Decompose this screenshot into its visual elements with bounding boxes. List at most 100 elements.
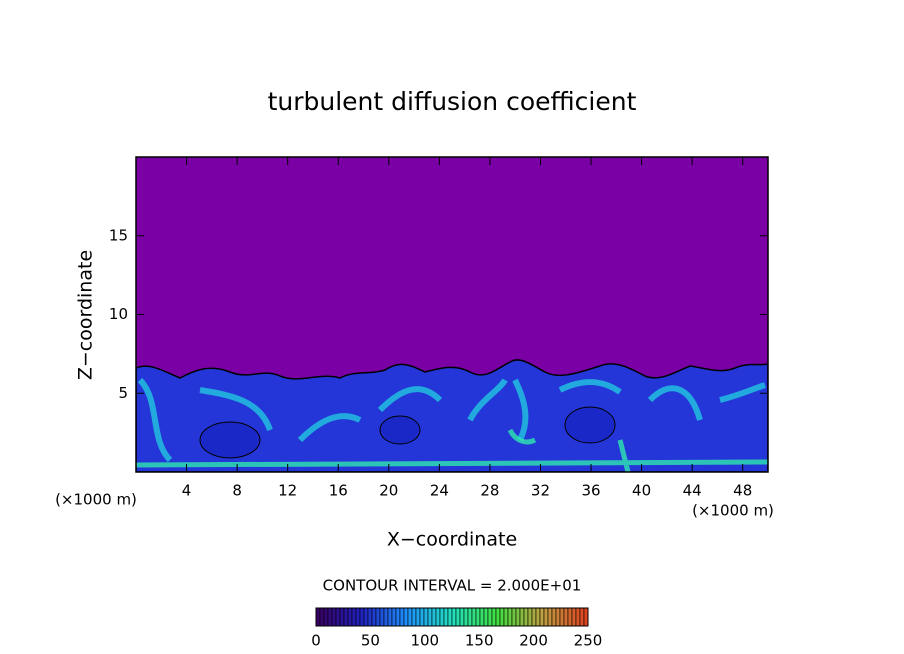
colorbar-band	[579, 607, 585, 627]
y-tick-label: 5	[118, 384, 128, 402]
x-axis-label: X−coordinate	[387, 529, 517, 551]
turbulent-streak	[137, 377, 766, 463]
x-unit-label: (×1000 m)	[692, 502, 774, 520]
colorbar-band	[539, 607, 545, 627]
colorbar-band	[543, 607, 549, 627]
colorbar-band	[415, 607, 421, 627]
colorbar-band	[359, 607, 365, 627]
x-tick-label: 28	[480, 482, 499, 500]
colorbar-band	[331, 607, 337, 627]
colorbar-band	[407, 607, 413, 627]
colorbar-band	[315, 607, 321, 627]
colorbar-band	[527, 607, 533, 627]
colorbar-band	[427, 607, 433, 627]
x-tick-label: 40	[632, 482, 651, 500]
colorbar-band	[571, 607, 577, 627]
colorbar-band	[411, 607, 417, 627]
x-tick-label: 8	[232, 482, 242, 500]
colorbar-band	[335, 607, 341, 627]
colorbar-band	[387, 607, 393, 627]
colorbar-tick-label: 50	[361, 632, 380, 650]
colorbar-band	[363, 607, 369, 627]
y-tick-label: 10	[109, 305, 128, 323]
colorbar-band	[475, 607, 481, 627]
colorbar-band	[563, 607, 569, 627]
colorbar-band	[399, 607, 405, 627]
colorbar-band	[551, 607, 557, 627]
colorbar-band	[371, 607, 377, 627]
colorbar-tick-label: 0	[311, 632, 321, 650]
x-tick-label: 48	[733, 482, 752, 500]
y-tick-label: 15	[109, 226, 128, 244]
colorbar-band	[391, 607, 397, 627]
colorbar-band	[327, 607, 333, 627]
colorbar-band	[435, 607, 441, 627]
colorbar-frame	[315, 607, 589, 627]
x-tick-label: 24	[430, 482, 449, 500]
eddy	[564, 406, 616, 444]
colorbar-band	[431, 607, 437, 627]
colorbar-band	[491, 607, 497, 627]
colorbar-tick-label: 250	[574, 632, 603, 650]
colorbar-band	[459, 607, 465, 627]
colorbar-band	[467, 607, 473, 627]
colorbar-band	[471, 607, 477, 627]
colorbar-band	[555, 607, 561, 627]
colorbar-band	[443, 607, 449, 627]
colorbar-band	[375, 607, 381, 627]
colorbar-band	[463, 607, 469, 627]
colorbar-band	[367, 607, 373, 627]
colorbar-tick-label: 200	[519, 632, 548, 650]
x-tick-label: 20	[379, 482, 398, 500]
chart-title: turbulent diffusion coefficient	[268, 87, 637, 116]
colorbar-band	[339, 607, 345, 627]
eddy	[379, 415, 421, 445]
colorbar-band	[323, 607, 329, 627]
colorbar-band	[447, 607, 453, 627]
field	[136, 157, 768, 472]
colorbar-band	[515, 607, 521, 627]
colorbar-band	[547, 607, 553, 627]
colorbar-band	[531, 607, 537, 627]
colorbar-band	[479, 607, 485, 627]
colorbar-band	[347, 607, 353, 627]
colorbar-band	[487, 607, 493, 627]
colorbar-tick-label: 150	[465, 632, 494, 650]
colorbar-band	[319, 607, 325, 627]
colorbar-band	[451, 607, 457, 627]
contour-interval: CONTOUR INTERVAL = 2.000E+01	[323, 577, 582, 595]
colorbar-band	[439, 607, 445, 627]
colorbar-band	[343, 607, 349, 627]
y-axis-label: Z−coordinate	[75, 250, 97, 380]
colorbar-band	[567, 607, 573, 627]
colorbar-band	[535, 607, 541, 627]
colorbar-band	[511, 607, 517, 627]
colorbar-band	[583, 607, 589, 627]
x-tick-label: 16	[329, 482, 348, 500]
colorbar-band	[503, 607, 509, 627]
colorbar-band	[423, 607, 429, 627]
colorbar-band	[507, 607, 513, 627]
colorbar-band	[499, 607, 505, 627]
colorbar-band	[403, 607, 409, 627]
colorbar-band	[383, 607, 389, 627]
colorbar-band	[395, 607, 401, 627]
x-tick-label: 4	[182, 482, 192, 500]
x-tick-label: 32	[531, 482, 550, 500]
colorbar-band	[379, 607, 385, 627]
colorbar-band	[455, 607, 461, 627]
x-tick-label: 12	[278, 482, 297, 500]
x-tick-label: 44	[683, 482, 702, 500]
colorbar-band	[483, 607, 489, 627]
colorbar-band	[523, 607, 529, 627]
x-tick-label: 36	[581, 482, 600, 500]
turbulent-streak	[136, 428, 768, 472]
colorbar-band	[351, 607, 357, 627]
colorbar-band	[559, 607, 565, 627]
colorbar-band	[355, 607, 361, 627]
colorbar-tick-label: 100	[410, 632, 439, 650]
colorbar-band	[419, 607, 425, 627]
colorbar-band	[519, 607, 525, 627]
colorbar-band	[495, 607, 501, 627]
